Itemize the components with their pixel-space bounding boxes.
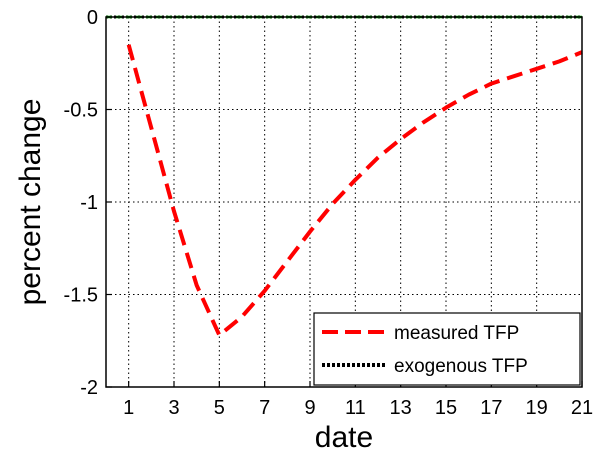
x-tick-label: 15 — [435, 397, 457, 419]
x-tick-label: 13 — [390, 397, 412, 419]
x-axis-label: date — [315, 421, 373, 454]
x-tick-label: 17 — [480, 397, 502, 419]
x-tick-label: 11 — [345, 397, 366, 419]
x-tick-label: 7 — [259, 397, 270, 419]
y-tick-label: 0 — [87, 7, 98, 29]
y-axis-label: percent change — [14, 99, 47, 306]
x-tick-label: 3 — [168, 397, 179, 419]
legend: measured TFP exogenous TFP — [313, 312, 581, 386]
x-tick-label: 21 — [571, 397, 593, 419]
legend-box — [313, 312, 581, 386]
x-tick-label: 19 — [526, 397, 548, 419]
y-tick-label: -1.5 — [64, 285, 98, 307]
legend-label-measured-tfp: measured TFP — [394, 323, 519, 344]
legend-label-exogenous-tfp: exogenous TFP — [394, 356, 528, 377]
series-lines — [106, 15, 583, 338]
y-tick-label: -0.5 — [64, 100, 98, 122]
x-tick-label: 5 — [214, 397, 225, 419]
axis-ticks: 1 3 5 7 9 11 13 15 17 19 210-0.5-1-1.5-2 — [64, 7, 594, 419]
measured-tfp-line — [126, 44, 583, 338]
y-tick-label: -1 — [80, 192, 98, 214]
y-tick-label: -2 — [80, 377, 98, 399]
grid-lines — [106, 17, 583, 387]
x-tick-label: 9 — [304, 397, 315, 419]
x-tick-label: 1 — [123, 397, 134, 419]
